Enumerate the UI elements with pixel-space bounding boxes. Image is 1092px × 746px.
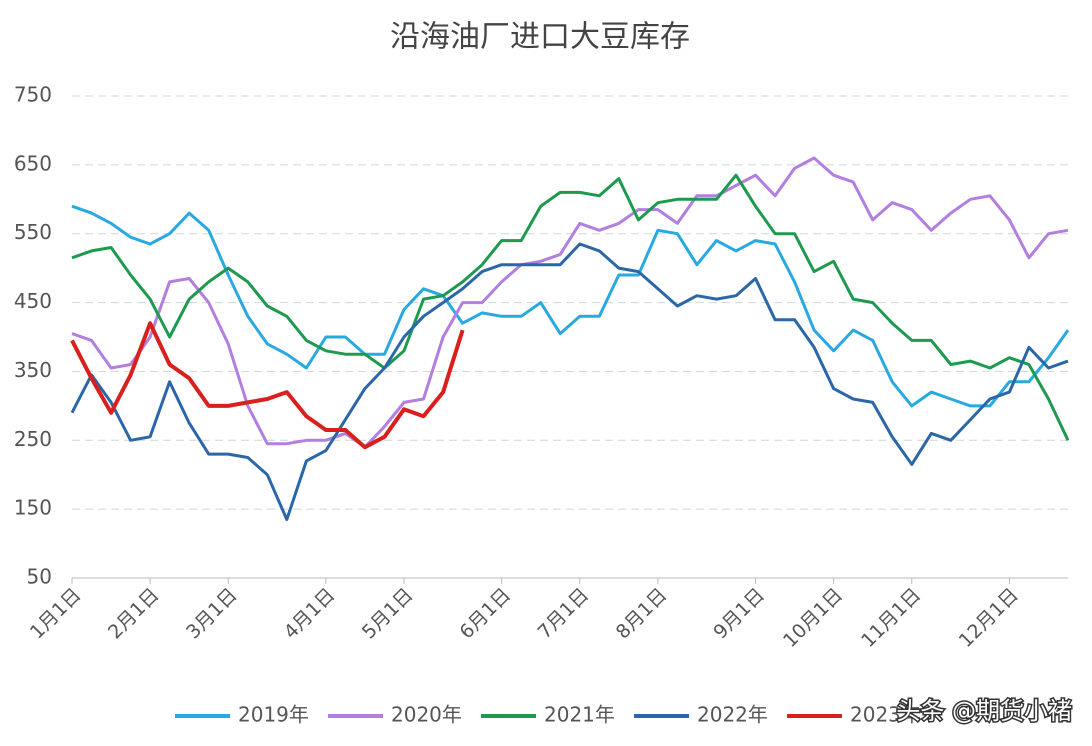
x-tick-label: 11月1日 — [857, 584, 925, 652]
legend-label: 2020年 — [391, 703, 462, 727]
y-tick-label: 150 — [14, 496, 52, 520]
series-line — [70, 242, 1069, 521]
y-tick-label: 650 — [14, 151, 52, 175]
x-tick-label: 6月1日 — [456, 584, 516, 644]
series-line — [71, 173, 1070, 441]
legend-label: 2021年 — [544, 703, 615, 727]
x-tick-label: 5月1日 — [358, 584, 418, 644]
y-tick-label: 750 — [14, 83, 52, 107]
x-tick-label: 1月1日 — [26, 584, 86, 644]
x-tick-label: 8月1日 — [612, 584, 672, 644]
legend-label: 2023年 — [850, 703, 921, 727]
legend-label: 2019年 — [238, 703, 309, 727]
y-tick-label: 450 — [14, 289, 52, 313]
x-tick-label: 10月1日 — [779, 584, 847, 652]
y-tick-label: 50 — [27, 565, 52, 589]
y-tick-label: 350 — [14, 358, 52, 382]
x-tick-label: 3月1日 — [182, 584, 242, 644]
x-tick-label: 9月1日 — [709, 584, 769, 644]
watermark: 头条 @期货小褚 — [896, 697, 1072, 725]
x-tick-label: 4月1日 — [280, 584, 340, 644]
series-line — [70, 321, 465, 450]
series-line — [71, 156, 1069, 449]
series-line — [71, 204, 1070, 408]
y-tick-label: 250 — [14, 427, 52, 451]
chart-title: 沿海油厂进口大豆库存 — [390, 20, 690, 55]
y-tick-label: 550 — [14, 220, 52, 244]
x-tick-label: 2月1日 — [104, 584, 164, 644]
legend-label: 2022年 — [697, 703, 768, 727]
x-tick-label: 12月1日 — [955, 584, 1023, 652]
x-tick-label: 7月1日 — [534, 584, 594, 644]
